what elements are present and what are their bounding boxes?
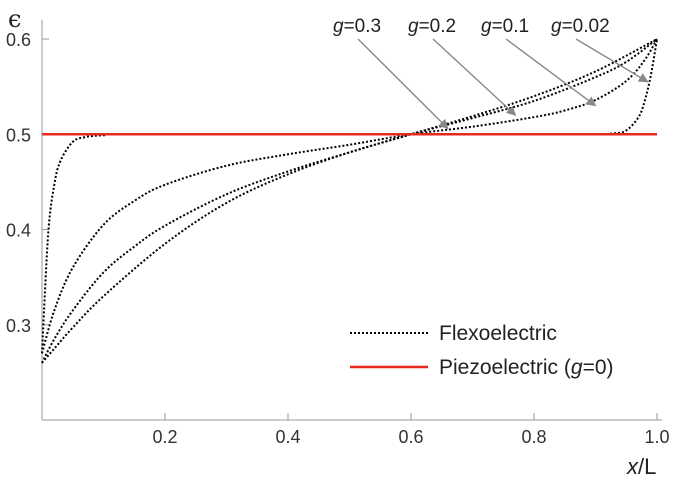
x-axis-label-unit: /L — [638, 454, 656, 479]
annotation-arrow — [432, 38, 517, 116]
legend-piezo-label-pre: Piezoelectric ( — [439, 356, 571, 379]
series-layer — [41, 38, 658, 364]
legend-piezo-label-post: =0) — [583, 356, 614, 379]
legend-piezo-label-g: g — [571, 356, 583, 379]
x-ticks: 0.2 0.4 0.6 0.8 1.0 — [152, 413, 670, 447]
x-axis-label-var: x — [626, 454, 639, 479]
x-tick-label: 0.6 — [398, 427, 423, 447]
annotation-label-var: g — [333, 16, 344, 37]
y-tick-label: 0.5 — [6, 125, 31, 145]
annotation-label-value: =0.02 — [562, 16, 610, 37]
annotation-label: g=0.2 — [408, 16, 456, 37]
x-tick-label: 0.2 — [152, 427, 177, 447]
series-line-flexo-g-0_1 — [41, 38, 658, 354]
x-tick-label: 0.4 — [275, 427, 300, 447]
legend-piezo-label: Piezoelectric (g=0) — [439, 356, 614, 379]
x-axis-label: x/L — [626, 454, 656, 479]
legend-flexo-label: Flexoelectric — [439, 322, 557, 345]
annotation-layer: g=0.3 g=0.2 g=0.1 g=0.02 — [333, 16, 649, 130]
annotation-label-var: g — [551, 16, 562, 37]
annotation-arrow — [575, 38, 649, 83]
annotation-label: g=0.1 — [481, 16, 529, 37]
series-line-flexo-g-0_2 — [41, 38, 658, 364]
y-tick-label: 0.4 — [6, 221, 31, 241]
annotation-label-value: =0.2 — [419, 16, 457, 37]
x-tick-label: 0.8 — [521, 427, 546, 447]
y-tick-label: 0.6 — [6, 30, 31, 50]
legend: Flexoelectric Piezoelectric (g=0) — [350, 322, 614, 379]
annotation-label-var: g — [481, 16, 492, 37]
annotation-arrow — [505, 38, 597, 107]
annotation-label-value: =0.1 — [492, 16, 530, 37]
y-ticks: 0.3 0.4 0.5 0.6 — [6, 30, 49, 336]
y-axis-label: ϵ — [8, 5, 21, 33]
annotation-label: g=0.3 — [333, 16, 381, 37]
axes — [41, 20, 662, 421]
annotation-label-value: =0.3 — [344, 16, 382, 37]
annotation-label: g=0.02 — [551, 16, 610, 37]
annotation-arrow — [357, 38, 449, 130]
series-line-flexo-g-0_02 — [41, 38, 658, 354]
annotation-label-var: g — [408, 16, 419, 37]
series-line-flexo-g-0_3 — [41, 38, 658, 364]
x-tick-label: 1.0 — [644, 427, 669, 447]
y-tick-label: 0.3 — [6, 316, 31, 336]
